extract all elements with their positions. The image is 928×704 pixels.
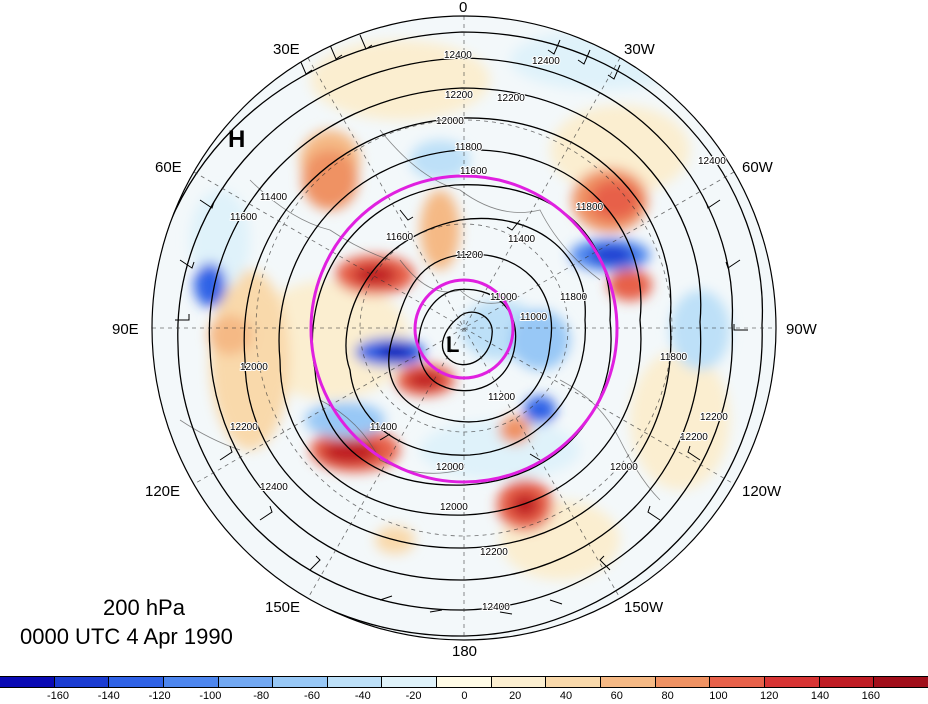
colorbar-tick-label: -20 bbox=[405, 690, 422, 702]
lon-label-60e: 60E bbox=[155, 159, 182, 176]
colorbar-tick-label: -160 bbox=[46, 690, 70, 702]
colorbar-tick-label: -100 bbox=[199, 690, 222, 702]
lon-label-90e: 90E bbox=[112, 321, 139, 338]
contour-label: 12400 bbox=[698, 156, 726, 167]
contour-label: 12400 bbox=[532, 56, 560, 67]
graticule bbox=[152, 16, 776, 640]
colorbar-segment bbox=[437, 677, 492, 687]
colorbar-segment bbox=[54, 677, 110, 687]
colorbar bbox=[0, 676, 928, 688]
colorbar-tick-label: 0 bbox=[461, 690, 468, 702]
contour-label: 12400 bbox=[482, 602, 510, 613]
contour-label: 12000 bbox=[610, 462, 638, 473]
colorbar-segment bbox=[819, 677, 875, 687]
contour-label: 11200 bbox=[488, 392, 516, 403]
colorbar-segment bbox=[491, 677, 547, 687]
lon-label-150w: 150W bbox=[624, 599, 664, 616]
title-time: 0000 UTC 4 Apr 1990 bbox=[20, 624, 233, 649]
lon-label-120w: 120W bbox=[742, 483, 782, 500]
lon-label-180: 180 bbox=[452, 643, 478, 660]
lon-label-30e: 30E bbox=[273, 41, 300, 58]
height-contours bbox=[152, 31, 764, 637]
contour-label: 12000 bbox=[440, 502, 468, 513]
colorbar-tick-label: 100 bbox=[709, 690, 728, 702]
contour-label: 11400 bbox=[370, 422, 398, 433]
colorbar-tick-label: 160 bbox=[861, 690, 880, 702]
colorbar-segment bbox=[0, 677, 55, 687]
colorbar-tick-label: -80 bbox=[253, 690, 270, 702]
lon-label-60w: 60W bbox=[742, 159, 773, 176]
contour-label: 12000 bbox=[240, 362, 268, 373]
contour-label: 11800 bbox=[455, 142, 483, 153]
wind-barbs bbox=[175, 34, 748, 615]
colorbar-segment bbox=[546, 677, 602, 687]
colorbar-tick-label: 20 bbox=[509, 690, 522, 702]
colorbar-segment bbox=[710, 677, 765, 687]
colorbar-tick-label: 60 bbox=[610, 690, 623, 702]
colorbar-tick-label: 120 bbox=[760, 690, 779, 702]
contour-label: 12400 bbox=[444, 50, 472, 61]
contour-label: 12200 bbox=[497, 93, 525, 104]
colorbar-tick-label: 40 bbox=[559, 690, 573, 702]
contour-label: 11800 bbox=[576, 202, 604, 213]
colorbar-segment bbox=[327, 677, 383, 687]
colorbar-segment bbox=[273, 677, 328, 687]
colorbar-tick-label: 140 bbox=[810, 690, 830, 702]
contour-label: 11800 bbox=[660, 352, 688, 363]
lon-label-120e: 120E bbox=[145, 483, 181, 500]
colorbar-tick-labels: -160 -140 -120 -100 -80 -60 -40 -20 0 20 40 60 80 100… bbox=[0, 690, 928, 704]
colorbar-segment bbox=[382, 677, 438, 687]
contour-label: 11600 bbox=[386, 232, 414, 243]
low-pressure-marker: L bbox=[446, 332, 460, 357]
contour-label: 12200 bbox=[230, 422, 258, 433]
contour-label: 12200 bbox=[445, 90, 473, 101]
reference-circles bbox=[309, 174, 619, 484]
contour-label: 12000 bbox=[436, 462, 464, 473]
colorbar-tick-label: -140 bbox=[97, 690, 120, 702]
colorbar-tick-label: -40 bbox=[354, 690, 371, 702]
contour-label: 11800 bbox=[560, 292, 588, 303]
colorbar-segment bbox=[109, 677, 164, 687]
colorbar-segment bbox=[764, 677, 820, 687]
contour-label: 11400 bbox=[508, 234, 536, 245]
contour-label-layer: 12400 12400 12200 12200 12000 11800 11600 11800… bbox=[229, 49, 729, 614]
contour-label: 12000 bbox=[436, 116, 464, 127]
colorbar-segment bbox=[163, 677, 219, 687]
contour-label: 12400 bbox=[260, 482, 288, 493]
lon-label-30w: 30W bbox=[624, 41, 655, 58]
contour-label: 12200 bbox=[680, 432, 708, 443]
title-level: 200 hPa bbox=[103, 595, 185, 620]
lon-label-0: 0 bbox=[459, 0, 468, 16]
contour-label: 12200 bbox=[700, 412, 728, 423]
colorbar-tick-label: -60 bbox=[304, 690, 320, 702]
high-pressure-marker: H bbox=[228, 126, 246, 153]
contour-label: 11600 bbox=[460, 166, 488, 177]
contour-label: 11000 bbox=[490, 292, 518, 303]
colorbar-tick-label: 80 bbox=[661, 690, 674, 702]
contour-label: 11000 bbox=[520, 312, 548, 323]
lon-label-90w: 90W bbox=[786, 321, 817, 338]
contour-label: 11200 bbox=[456, 250, 484, 261]
map-border bbox=[151, 15, 777, 641]
colorbar-tick-label: -120 bbox=[148, 690, 171, 702]
colorbar-segment bbox=[218, 677, 274, 687]
colorbar-segment bbox=[655, 677, 711, 687]
contour-label: 11600 bbox=[230, 212, 258, 223]
colorbar-segment bbox=[601, 677, 656, 687]
lon-label-150e: 150E bbox=[265, 599, 301, 616]
contour-label: 12200 bbox=[480, 547, 508, 558]
colorbar-segment bbox=[874, 677, 928, 687]
contour-label: 11400 bbox=[260, 192, 288, 203]
